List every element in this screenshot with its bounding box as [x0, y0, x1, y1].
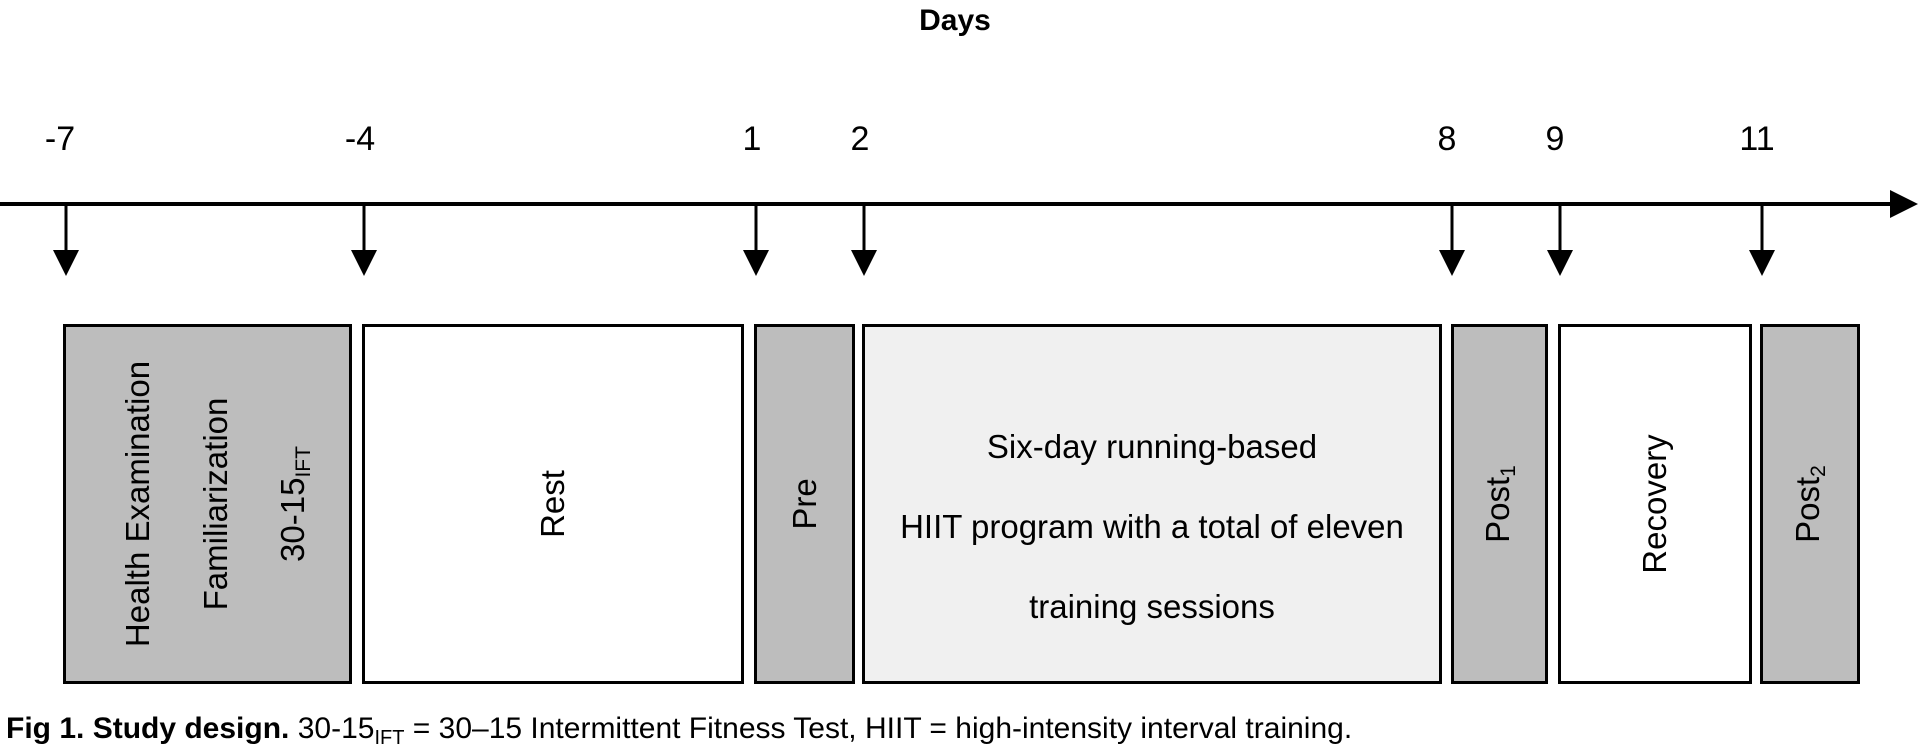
post1-subscript: 1 [1496, 465, 1520, 477]
post2-label: Post2 [1789, 465, 1831, 543]
day-marker-arrow-2 [851, 206, 877, 276]
caption-ift-subscript: IFT [374, 727, 405, 749]
post1-main: Post [1478, 476, 1516, 543]
timeline [0, 190, 1918, 276]
tick-label-minus4: -4 [344, 120, 376, 158]
health-examination-label: Health Examination [119, 360, 156, 648]
post1-box: Post1 [1451, 324, 1548, 684]
pre-box: Pre [754, 324, 855, 684]
ift-test-label: 30-15IFT [274, 446, 316, 562]
pre-label: Pre [785, 478, 823, 530]
ift-test-subscript: IFT [292, 446, 315, 478]
caption-figure-number: Fig 1. [6, 712, 85, 745]
hiit-line-2: HIIT program with a total of eleven [900, 508, 1404, 545]
recovery-label: Recovery [1636, 434, 1673, 574]
familiarization-label: Familiarization [197, 397, 234, 611]
hiit-line-1: Six-day running-based [986, 428, 1318, 465]
tick-label-2: 2 [850, 120, 870, 158]
caption-title: Study design. [92, 712, 290, 745]
day-marker-arrow-minus4 [351, 206, 377, 276]
hiit-program-description: Six-day running-based HIIT program with … [865, 407, 1439, 647]
axis-title: Days [919, 4, 991, 37]
recovery-box: Recovery [1558, 324, 1752, 684]
caption-ift-main: 30-15 [297, 712, 375, 745]
post1-label: Post1 [1479, 465, 1521, 543]
caption-definitions: = 30–15 Intermittent Fitness Test, HIIT … [412, 712, 1353, 745]
day-marker-arrow-minus7 [53, 206, 79, 276]
day-marker-arrow-9 [1547, 206, 1573, 276]
tick-label-9: 9 [1545, 120, 1565, 158]
post2-main: Post [1789, 476, 1826, 543]
tick-label-minus7: -7 [44, 120, 76, 158]
post2-box: Post2 [1760, 324, 1860, 684]
rest-label: Rest [534, 470, 571, 538]
hiit-line-3: training sessions [1029, 588, 1275, 625]
hiit-program-box: Six-day running-based HIIT program with … [862, 324, 1442, 684]
figure-caption: Fig 1. Study design. 30-15IFT = 30–15 In… [6, 712, 1352, 750]
day-marker-arrow-8 [1439, 206, 1465, 276]
screening-box: Health Examination Familiarization 30-15… [63, 324, 352, 684]
timeline-arrowhead [1890, 190, 1918, 218]
tick-label-11: 11 [1739, 120, 1775, 158]
day-marker-arrow-1 [743, 206, 769, 276]
post2-subscript: 2 [1807, 465, 1830, 477]
ift-test-main: 30-15 [274, 477, 311, 562]
tick-label-8: 8 [1437, 120, 1457, 158]
day-marker-arrow-11 [1749, 206, 1775, 276]
tick-label-1: 1 [742, 120, 762, 158]
rest-box: Rest [362, 324, 744, 684]
